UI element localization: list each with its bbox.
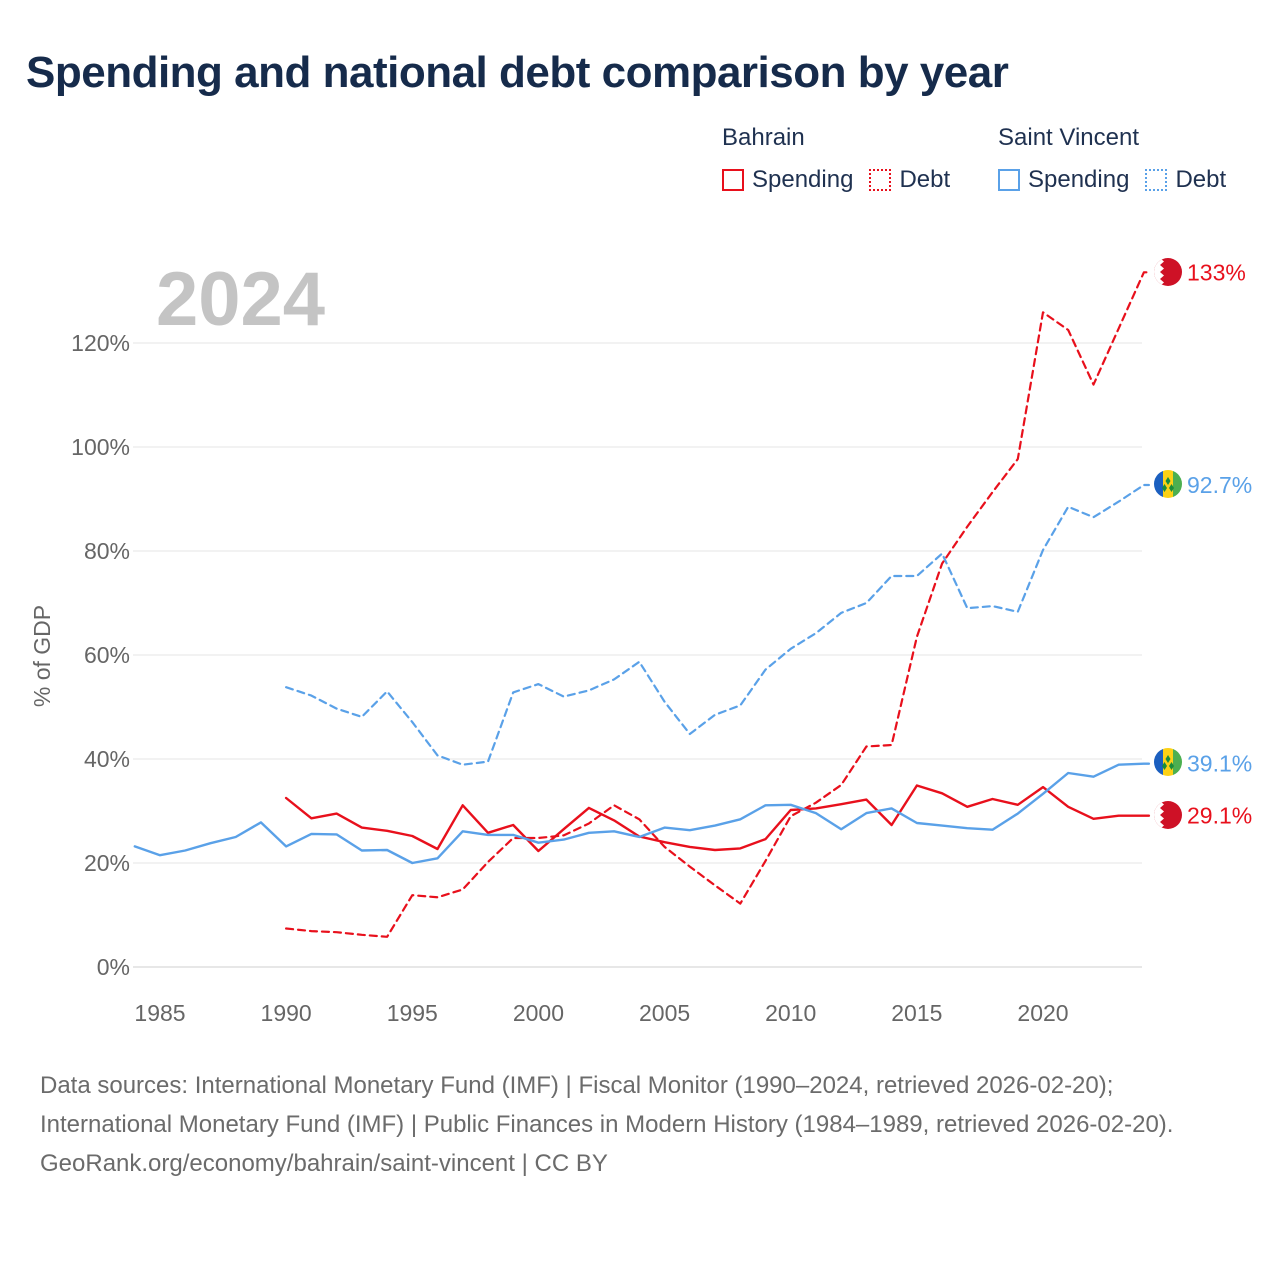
legend-swatch-dotted-red bbox=[869, 169, 892, 191]
x-tick-label: 2000 bbox=[513, 1000, 564, 1026]
series-line-saint-vincent-spending bbox=[133, 762, 1151, 865]
legend-bahrain-debt[interactable]: Debt bbox=[869, 166, 950, 194]
y-tick-label: 60% bbox=[84, 642, 130, 668]
legend-group-bahrain: Bahrain Spending Debt bbox=[722, 124, 950, 194]
legend-saint-vincent-spending[interactable]: Spending bbox=[998, 166, 1129, 194]
end-value-label: 92.7% bbox=[1187, 472, 1252, 498]
y-tick-label: 120% bbox=[71, 330, 130, 356]
chart-footer: Data sources: International Monetary Fun… bbox=[40, 1066, 1240, 1183]
bahrain-flag-icon bbox=[1154, 258, 1182, 286]
legend-swatch-solid-red bbox=[722, 169, 744, 191]
grid bbox=[133, 342, 1142, 968]
x-tick-label: 1985 bbox=[134, 1000, 185, 1026]
attribution: GeoRank.org/economy/bahrain/saint-vincen… bbox=[40, 1150, 608, 1177]
legend-item-label: Debt bbox=[1175, 166, 1227, 193]
series bbox=[133, 271, 1151, 938]
y-tick-label: 0% bbox=[97, 954, 130, 980]
legend-swatch-dotted-blue bbox=[1145, 169, 1168, 191]
legend-group-label: Saint Vincent bbox=[998, 124, 1139, 151]
legend-bahrain-spending[interactable]: Spending bbox=[722, 166, 853, 194]
x-tick-label: 2010 bbox=[765, 1000, 816, 1026]
source-line: Data sources: International Monetary Fun… bbox=[40, 1072, 1114, 1099]
end-value-label: 39.1% bbox=[1187, 751, 1252, 777]
end-value-label: 29.1% bbox=[1187, 803, 1252, 829]
legend-swatch-solid-blue bbox=[998, 169, 1020, 191]
x-tick-label: 2005 bbox=[639, 1000, 690, 1026]
year-watermark: 2024 bbox=[156, 257, 325, 342]
series-line-bahrain-debt bbox=[285, 271, 1151, 938]
y-axis-label: % of GDP bbox=[29, 605, 55, 707]
legend-item-label: Spending bbox=[752, 166, 854, 193]
saint-vincent-flag-icon bbox=[1154, 470, 1182, 498]
chart-title: Spending and national debt comparison by… bbox=[26, 48, 1009, 97]
y-tick-label: 40% bbox=[84, 746, 130, 772]
legend-group-label: Bahrain bbox=[722, 124, 805, 151]
y-tick-label: 100% bbox=[71, 434, 130, 460]
line-chart: 0% 20% 40% 60% 80% 100% 120% 1985 1990 1995 2000 20… bbox=[29, 257, 1252, 1026]
x-tick-label: 1995 bbox=[387, 1000, 438, 1026]
saint-vincent-flag-icon bbox=[1154, 748, 1182, 776]
source-line: International Monetary Fund (IMF) | Publ… bbox=[40, 1111, 1174, 1138]
axes: 0% 20% 40% 60% 80% 100% 120% 1985 1990 1995 2000 20… bbox=[29, 330, 1069, 1026]
legend-group-saint-vincent: Saint Vincent Spending Debt bbox=[998, 124, 1226, 194]
x-tick-label: 2015 bbox=[891, 1000, 942, 1026]
legend-saint-vincent-debt[interactable]: Debt bbox=[1145, 166, 1226, 194]
x-tick-label: 1990 bbox=[261, 1000, 312, 1026]
series-line-saint-vincent-debt bbox=[285, 483, 1151, 766]
x-tick-label: 2020 bbox=[1017, 1000, 1068, 1026]
end-value-label: 133% bbox=[1187, 259, 1246, 285]
legend-item-label: Debt bbox=[899, 166, 951, 193]
y-tick-label: 20% bbox=[84, 850, 130, 876]
legend-item-label: Spending bbox=[1028, 166, 1130, 193]
y-tick-label: 80% bbox=[84, 538, 130, 564]
series-line-bahrain-spending bbox=[284, 784, 1151, 853]
end-labels: 29.1% 133% 39.1% 92.7% bbox=[1187, 259, 1252, 828]
bahrain-flag-icon bbox=[1154, 801, 1182, 829]
